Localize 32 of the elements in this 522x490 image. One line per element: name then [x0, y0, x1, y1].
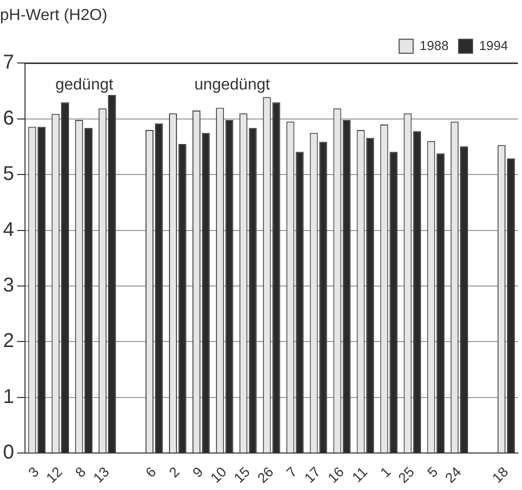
- y-tick-label: 6: [3, 107, 14, 130]
- y-tick-label: 1: [3, 386, 14, 408]
- y-tick-label: 7: [3, 52, 14, 74]
- x-tick-label: 9: [189, 463, 206, 480]
- x-tick-label: 26: [254, 463, 277, 486]
- x-tick-label: 6: [142, 463, 160, 480]
- x-tick-label: 13: [90, 463, 112, 486]
- x-tick-label: 1: [376, 463, 394, 480]
- annotation: gedüngt: [55, 76, 114, 94]
- legend-label: 1988: [420, 38, 449, 53]
- x-tick-label: 2: [166, 463, 183, 480]
- chart-title: pH-Wert (H2O): [0, 7, 108, 24]
- y-tick-label: 5: [3, 163, 14, 186]
- y-tick-label: 4: [3, 218, 14, 241]
- x-tick-label: 15: [230, 463, 254, 486]
- y-tick-label: 0: [3, 442, 14, 464]
- annotation: ungedüngt: [194, 76, 270, 94]
- legend-label: 1994: [479, 38, 508, 53]
- x-tick-label: 11: [348, 463, 370, 486]
- y-tick-label: 3: [3, 274, 14, 297]
- x-tick-label: 7: [283, 463, 300, 480]
- x-tick-label: 3: [24, 463, 42, 480]
- x-tick-label: 18: [488, 463, 512, 486]
- x-tick-label: 10: [207, 463, 230, 486]
- y-tick-label: 2: [3, 330, 14, 352]
- x-tick-label: 25: [394, 463, 418, 486]
- x-tick-label: 16: [324, 463, 347, 486]
- x-tick-label: 17: [301, 463, 324, 486]
- x-tick-label: 5: [424, 463, 441, 480]
- x-tick-label: 24: [442, 463, 464, 486]
- x-tick-label: 8: [72, 463, 89, 480]
- x-tick-label: 12: [42, 463, 66, 486]
